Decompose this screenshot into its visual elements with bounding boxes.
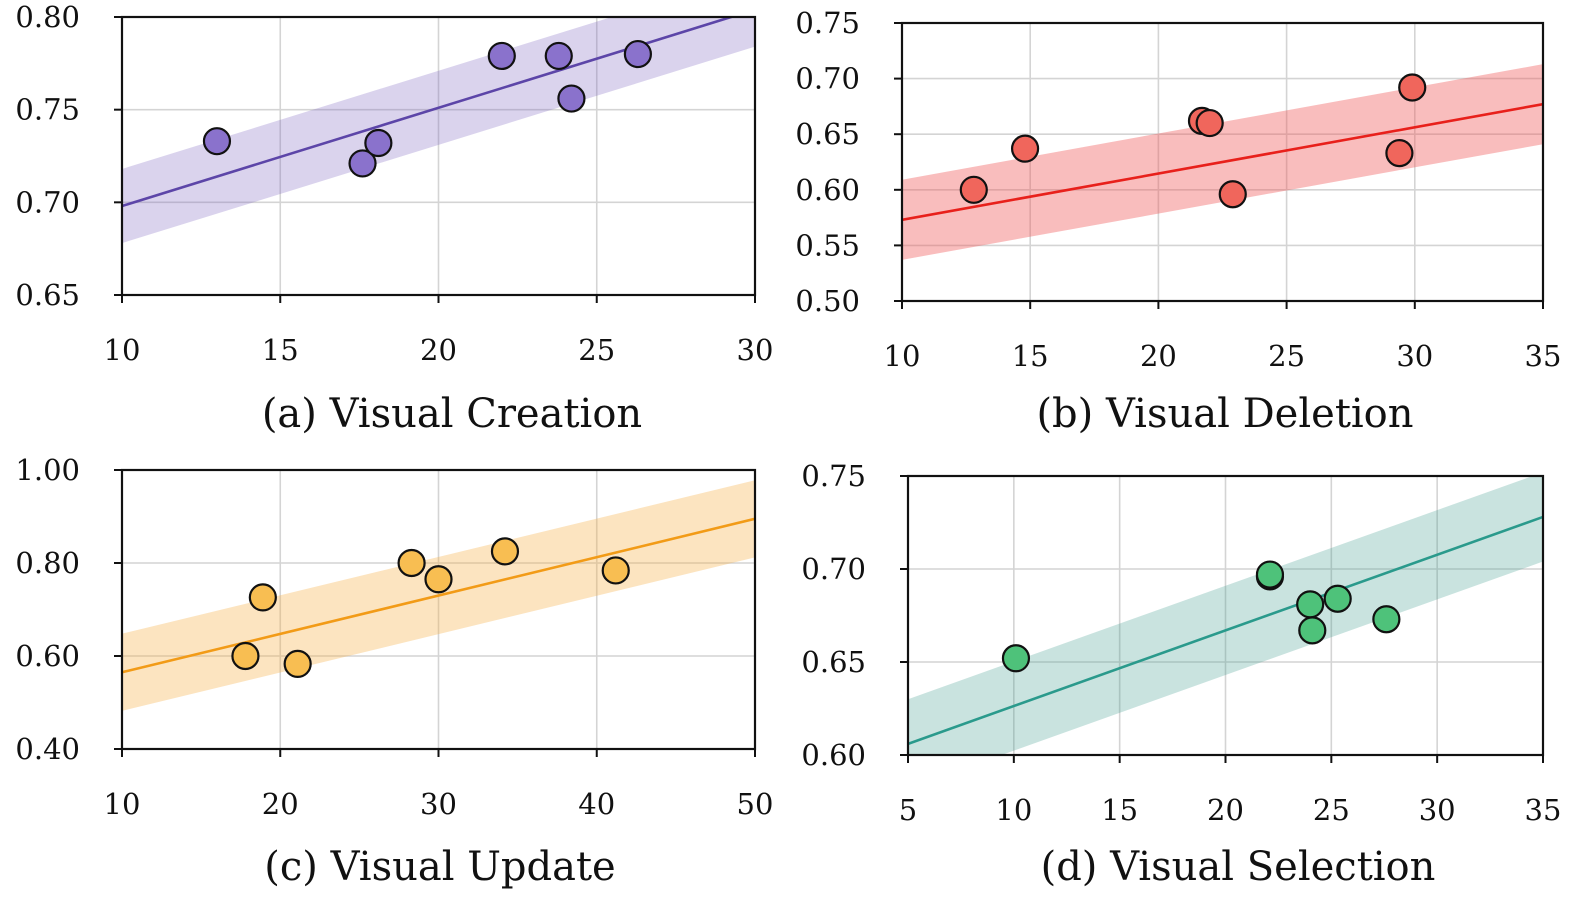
data-point [601, 556, 630, 585]
x-tick-label: 25 [1313, 793, 1350, 827]
x-tick-label: 50 [737, 787, 774, 821]
data-point [1385, 139, 1414, 168]
x-tick-label: 30 [1419, 793, 1456, 827]
data-point [248, 583, 277, 612]
data-point [623, 39, 652, 69]
data-point [283, 649, 312, 679]
y-tick-label: 0.60 [15, 639, 80, 673]
panel-caption: (a) Visual Creation [262, 391, 642, 437]
panel-caption: (b) Visual Deletion [1036, 391, 1413, 437]
x-tick-label: 25 [578, 333, 615, 367]
data-point [348, 149, 377, 178]
data-point [1298, 616, 1327, 645]
plot-frame [900, 21, 1545, 303]
x-tick-label: 20 [262, 787, 299, 821]
y-tick-label: 0.65 [801, 645, 866, 679]
x-tick-label: 15 [1012, 339, 1049, 373]
data-point [1255, 560, 1285, 589]
x-tick-label: 10 [104, 333, 141, 367]
panel-caption: (d) Visual Selection [1041, 844, 1436, 890]
y-tick-label: 0.65 [15, 278, 80, 312]
data-point [364, 128, 393, 158]
regression-line [908, 515, 1543, 746]
data-point [1001, 644, 1031, 673]
y-tick-label: 0.55 [795, 228, 860, 262]
x-tick-label: 35 [1525, 339, 1562, 373]
y-tick-label: 0.75 [795, 6, 860, 40]
x-tick-label: 40 [578, 787, 615, 821]
data-point [397, 548, 426, 578]
x-tick-label: 30 [420, 787, 457, 821]
y-tick-label: 0.70 [801, 552, 866, 586]
data-point [1195, 108, 1224, 138]
chart-panel-1: 10 15 20 25 30 0.65 0.70 0.75 0.80 (a) Visual Cre… [15, 0, 773, 437]
regression-line [122, 17, 736, 208]
y-tick-label: 0.80 [15, 0, 80, 34]
data-point [1398, 73, 1427, 102]
data-point [1296, 590, 1325, 619]
y-tick-label: 1.00 [15, 453, 80, 487]
chart-panel-2: 10 15 20 25 30 35 0.50 0.55 0.60 0.65 0.70 0.75 (b) … [795, 6, 1561, 437]
y-tick-label: 0.75 [15, 93, 80, 127]
data-point [424, 565, 453, 594]
y-tick-label: 0.60 [795, 173, 860, 207]
x-tick-label: 35 [1525, 793, 1562, 827]
regression-line [122, 517, 755, 674]
data-point [487, 41, 516, 71]
confidence-band [122, 17, 755, 244]
x-tick-label: 10 [995, 793, 1032, 827]
x-tick-label: 20 [420, 333, 457, 367]
regression-line [902, 102, 1543, 222]
y-tick-label: 0.40 [15, 732, 80, 766]
data-point [959, 175, 988, 204]
data-point [1323, 584, 1352, 613]
y-tick-label: 0.70 [15, 185, 80, 219]
confidence-band [908, 476, 1543, 755]
y-tick-label: 0.70 [795, 62, 860, 96]
x-tick-label: 10 [884, 339, 921, 373]
chart-panel-3: 10 20 30 40 50 0.40 0.60 0.80 1.00 (c) Visual Upd… [15, 453, 773, 890]
y-tick-label: 0.50 [795, 284, 860, 318]
x-tick-label: 20 [1140, 339, 1177, 373]
y-tick-label: 0.60 [801, 738, 866, 772]
x-tick-label: 5 [899, 793, 917, 827]
x-tick-label: 15 [1101, 793, 1138, 827]
x-tick-label: 20 [1207, 793, 1244, 827]
x-tick-label: 15 [262, 333, 299, 367]
x-tick-label: 25 [1268, 339, 1305, 373]
data-point [202, 127, 232, 156]
data-point [557, 84, 586, 113]
data-point [1010, 134, 1040, 163]
data-point [544, 41, 573, 71]
y-tick-label: 0.65 [795, 117, 860, 151]
data-point [1218, 180, 1247, 209]
data-point [1372, 605, 1401, 634]
chart-panel-4: 5 10 15 20 25 30 35 0.60 0.65 0.70 0.75 (d) Visual … [801, 459, 1561, 890]
data-point [490, 537, 520, 566]
y-tick-label: 0.75 [801, 459, 866, 493]
x-tick-label: 10 [104, 787, 141, 821]
x-tick-label: 30 [1396, 339, 1433, 373]
panel-caption: (c) Visual Update [264, 844, 615, 890]
y-tick-label: 0.80 [15, 546, 80, 580]
x-tick-label: 30 [737, 333, 774, 367]
data-point [231, 641, 260, 671]
